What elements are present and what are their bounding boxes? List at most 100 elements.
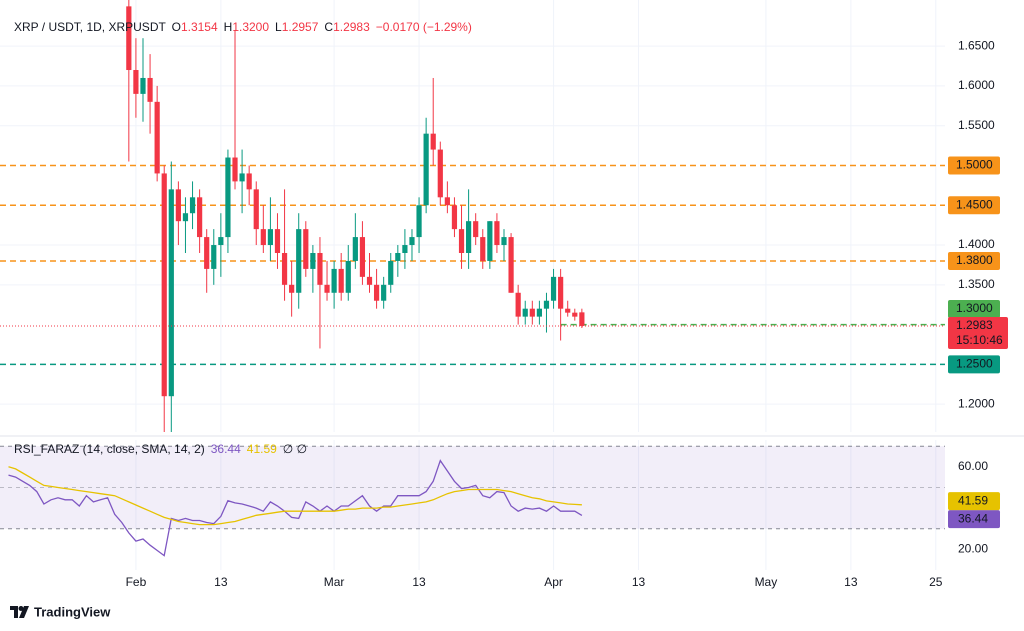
candle-body [317, 252, 323, 285]
candle-body [444, 197, 450, 206]
change: −0.0170 (−1.29%) [376, 20, 472, 34]
candle-body [126, 6, 132, 71]
candle-body [260, 229, 266, 246]
indicator-value: 36.44 [211, 442, 241, 456]
candle-body [550, 276, 557, 301]
x-tick-label: 13 [844, 575, 858, 589]
x-tick-label: Apr [544, 575, 563, 589]
rsi-line [8, 459, 583, 557]
y-tick-label: 1.6000 [958, 78, 995, 92]
candle-body [267, 229, 274, 246]
candle-body [246, 173, 252, 190]
ohlc-value: 1.3154 [181, 20, 218, 34]
candle-body [558, 276, 564, 309]
x-tick-label: 13 [412, 575, 426, 589]
candle-body [466, 221, 472, 253]
x-tick-label: 25 [929, 575, 943, 589]
candle-body [197, 197, 203, 238]
candle-body [281, 252, 288, 285]
candle-body [274, 229, 281, 253]
level-label-box [948, 251, 1000, 270]
level-label-box [948, 355, 1000, 374]
candle-body [154, 101, 160, 174]
candle-body [522, 308, 528, 317]
price-label-box [948, 316, 1008, 349]
candle-body [324, 284, 330, 293]
candle-body [402, 245, 408, 253]
candle-body [253, 189, 259, 230]
y-tick-label: 1.3500 [958, 277, 995, 291]
candle-body [303, 229, 309, 269]
candle-body [161, 173, 167, 397]
chart-title: XRP / USDT, 1D, XRPUSDT O1.3154 H1.3200 L1.… [14, 20, 472, 34]
candle-body [388, 260, 394, 285]
candle-body [133, 70, 139, 94]
candle-body [430, 133, 436, 150]
value-label: 41.59 [958, 493, 988, 507]
branding: TradingView [34, 604, 111, 619]
candle-body [147, 77, 153, 102]
candle-body [487, 221, 493, 261]
candle-body [395, 252, 401, 261]
level-label-box [948, 196, 1000, 215]
candle-body [572, 312, 578, 317]
countdown: 15:10:46 [956, 333, 1003, 347]
level-label-box [948, 156, 1000, 175]
y-tick-label: 1.2000 [958, 396, 995, 410]
candle-body [211, 245, 217, 269]
indicator-title: RSI_FARAZ (14, close, SMA, 14, 2) 36.44 41… [14, 442, 307, 456]
level-label: 1.4500 [956, 197, 993, 211]
y-tick-label: 60.00 [958, 459, 988, 473]
candle-body [175, 189, 181, 222]
indicator-value: 41.59 [247, 442, 277, 456]
price-label: 1.2983 [956, 318, 993, 332]
level-label: 1.3000 [956, 301, 993, 315]
candle-body [480, 237, 486, 261]
candle-body [536, 308, 542, 317]
x-tick-label: May [755, 575, 778, 589]
value-label-box [948, 492, 1000, 511]
candle-body [225, 157, 231, 238]
candle-body [423, 133, 429, 206]
candle-body [296, 229, 302, 293]
candle-body [458, 229, 465, 253]
candle-body [168, 189, 174, 397]
title-text: XRP / USDT, 1D, XRPUSDT [14, 20, 166, 34]
y-tick-label: 20.00 [958, 542, 988, 556]
rsi-lines [8, 459, 583, 557]
value-label: 36.44 [958, 511, 988, 525]
candle-body [437, 149, 443, 198]
y-tick-label: 1.6500 [958, 38, 995, 52]
candle-body [508, 237, 514, 293]
candle-body [218, 237, 224, 246]
x-tick-label: 13 [214, 575, 228, 589]
ohlc-label: O [172, 20, 181, 34]
candle-body [366, 276, 373, 285]
ohlc-value: 1.2957 [282, 20, 319, 34]
candle-body [239, 173, 245, 182]
ohlc-value: 1.2983 [333, 20, 370, 34]
candle-body [579, 312, 585, 326]
indicator-status: ∅ ∅ [283, 442, 307, 456]
y-tick-label: 1.4000 [958, 237, 995, 251]
indicator-name: RSI_FARAZ (14, close, SMA, 14, 2) [14, 442, 205, 456]
candle-body [543, 300, 550, 309]
candle-body [515, 292, 521, 317]
candle-body [359, 237, 366, 277]
candle-body [381, 284, 387, 301]
candle-body [451, 205, 458, 230]
x-tick-label: Mar [324, 575, 345, 589]
candle-body [310, 252, 316, 269]
candle-body [338, 268, 344, 293]
value-label-box [948, 510, 1000, 529]
logo [10, 606, 29, 618]
candle-body [529, 308, 535, 317]
candle-body [232, 157, 238, 182]
candle-body [189, 197, 196, 214]
ohlc-label: C [324, 20, 333, 34]
level-label: 1.2500 [956, 357, 993, 371]
candle-body [473, 221, 479, 238]
level-label: 1.5000 [956, 158, 993, 172]
